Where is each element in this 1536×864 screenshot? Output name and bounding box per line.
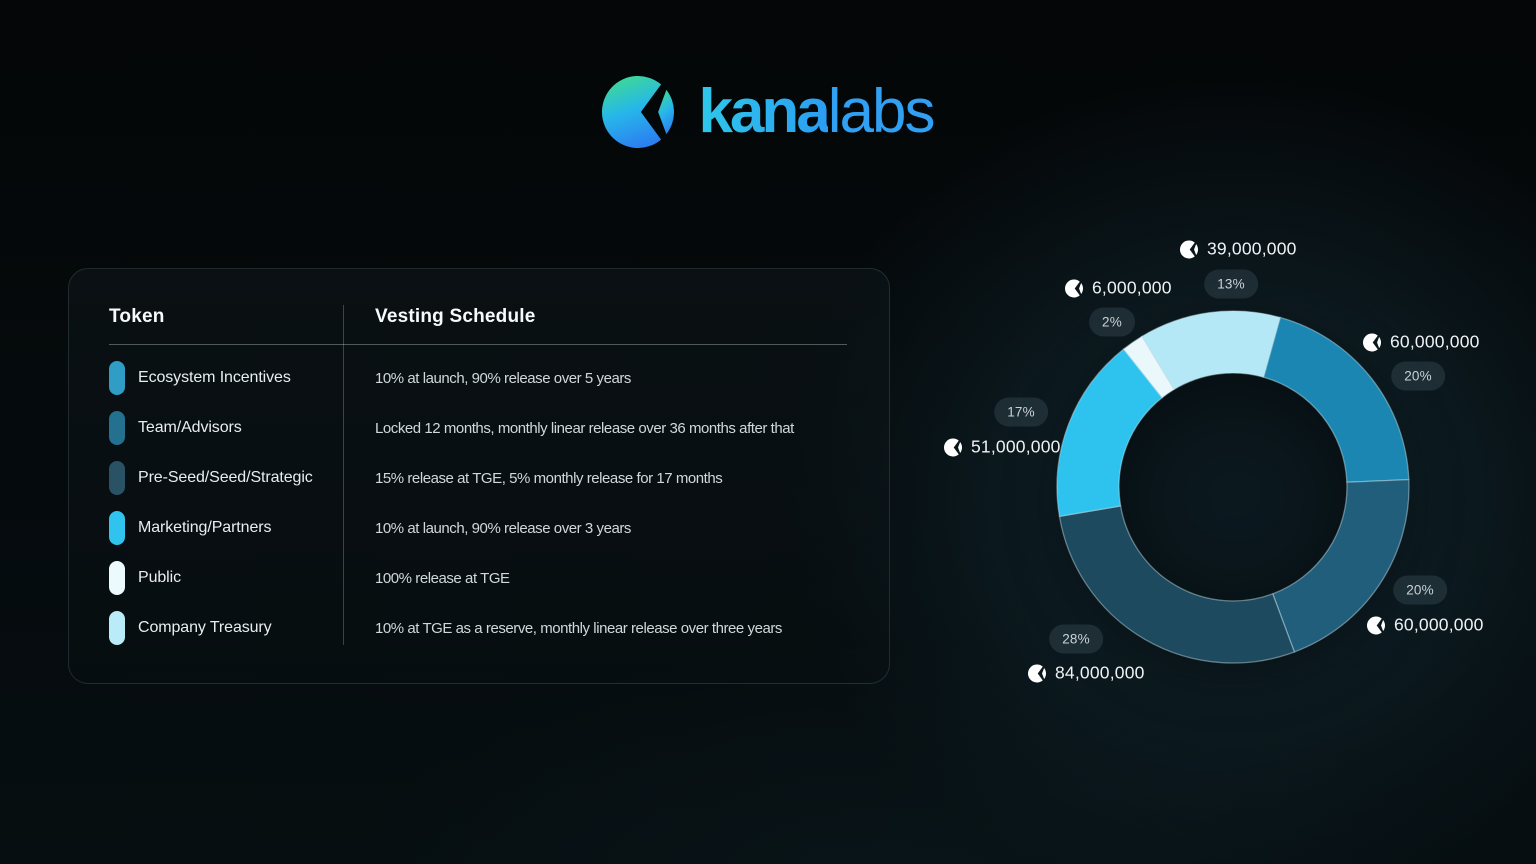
percent-badge-public: 2% — [1089, 307, 1135, 337]
donut-segment-ecosystem-incentives[interactable] — [1262, 316, 1410, 483]
donut-segment-team-advisors[interactable] — [1271, 478, 1410, 653]
table-spacer — [109, 345, 344, 353]
token-color-pill-marketing — [109, 511, 125, 545]
amount-label-company-treasury: 39,000,000 — [1180, 239, 1297, 260]
vesting-schedule-text: 10% at launch, 90% release over 5 years — [375, 369, 631, 387]
column-divider — [343, 305, 344, 645]
token-color-pill-team — [109, 411, 125, 445]
vesting-cell: 10% at TGE as a reserve, monthly linear … — [344, 603, 847, 653]
amount-text: 6,000,000 — [1092, 277, 1172, 298]
amount-text: 51,000,000 — [971, 436, 1061, 457]
amount-label-team-advisors: 60,000,000 — [1367, 615, 1484, 636]
amount-label-marketing-partners: 51,000,000 — [944, 437, 1061, 458]
token-name: Ecosystem Incentives — [138, 369, 291, 386]
brand-name-labs: labs — [827, 77, 936, 146]
vesting-schedule-text: 10% at launch, 90% release over 3 years — [375, 519, 631, 537]
amount-label-ecosystem-incentives: 60,000,000 — [1363, 332, 1480, 353]
token-color-pill-treasury — [109, 611, 125, 645]
column-header-vesting-schedule: Vesting Schedule — [344, 289, 847, 345]
token-name: Marketing/Partners — [138, 519, 272, 536]
vesting-schedule-text: Locked 12 months, monthly linear release… — [375, 419, 794, 437]
vesting-schedule-text: 100% release at TGE — [375, 569, 510, 587]
table-row-team-advisors: Team/Advisors — [109, 403, 344, 453]
percent-badge-preseed-seed-strategic: 28% — [1049, 624, 1103, 654]
table-row-ecosystem-incentives: Ecosystem Incentives — [109, 353, 344, 403]
amount-text: 39,000,000 — [1207, 238, 1297, 259]
token-name: Team/Advisors — [138, 419, 242, 436]
kana-mark-icon — [1065, 279, 1083, 297]
kanalabs-logo-icon — [602, 76, 675, 148]
vesting-cell: 10% at launch, 90% release over 3 years — [344, 503, 847, 553]
token-name: Public — [138, 569, 181, 586]
percent-badge-ecosystem-incentives: 20% — [1391, 361, 1445, 391]
vesting-schedule-text: 10% at TGE as a reserve, monthly linear … — [375, 619, 782, 637]
vesting-table-card: Token Vesting Schedule Ecosystem Incenti… — [68, 268, 890, 684]
token-allocation-donut-chart — [1056, 310, 1410, 664]
vesting-cell: 10% at launch, 90% release over 5 years — [344, 353, 847, 403]
token-name: Company Treasury — [138, 619, 272, 636]
amount-text: 60,000,000 — [1394, 614, 1484, 635]
column-header-token: Token — [109, 289, 344, 345]
table-row-preseed-seed-strategic: Pre-Seed/Seed/Strategic — [109, 453, 344, 503]
kana-mark-icon — [1367, 616, 1385, 634]
vesting-cell: 15% release at TGE, 5% monthly release f… — [344, 453, 847, 503]
kana-mark-icon — [944, 438, 962, 456]
percent-badge-marketing-partners: 17% — [994, 397, 1048, 427]
brand-wordmark: kana labs — [698, 77, 936, 146]
vesting-schedule-text: 15% release at TGE, 5% monthly release f… — [375, 469, 723, 487]
amount-text: 60,000,000 — [1390, 331, 1480, 352]
kana-mark-icon — [1028, 664, 1046, 682]
table-row-company-treasury: Company Treasury — [109, 603, 344, 653]
donut-segment-pre-seed-seed-strategic[interactable] — [1058, 505, 1296, 664]
vesting-cell: 100% release at TGE — [344, 553, 847, 603]
kana-mark-icon — [1180, 240, 1198, 258]
token-color-pill-preseed — [109, 461, 125, 495]
brand-logo: kana labs — [0, 76, 1536, 148]
kana-mark-icon — [1363, 333, 1381, 351]
brand-name-kana: kana — [698, 77, 830, 146]
donut-segment-public[interactable] — [1122, 335, 1175, 399]
table-row-marketing-partners: Marketing/Partners — [109, 503, 344, 553]
donut-segment-company-treasury[interactable] — [1140, 310, 1282, 391]
token-color-pill-public — [109, 561, 125, 595]
vesting-cell: Locked 12 months, monthly linear release… — [344, 403, 847, 453]
table-spacer — [344, 345, 847, 353]
donut-segment-marketing-partners[interactable] — [1056, 348, 1164, 518]
percent-badge-team-advisors: 20% — [1393, 575, 1447, 605]
amount-label-public: 6,000,000 — [1065, 278, 1172, 299]
donut-hole — [1120, 374, 1346, 600]
token-color-pill-ecosystem — [109, 361, 125, 395]
token-name: Pre-Seed/Seed/Strategic — [138, 469, 313, 486]
vesting-table: Token Vesting Schedule Ecosystem Incenti… — [109, 289, 847, 653]
table-row-public: Public — [109, 553, 344, 603]
percent-badge-company-treasury: 13% — [1204, 269, 1258, 299]
amount-text: 84,000,000 — [1055, 662, 1145, 683]
amount-label-preseed-seed-strategic: 84,000,000 — [1028, 663, 1145, 684]
